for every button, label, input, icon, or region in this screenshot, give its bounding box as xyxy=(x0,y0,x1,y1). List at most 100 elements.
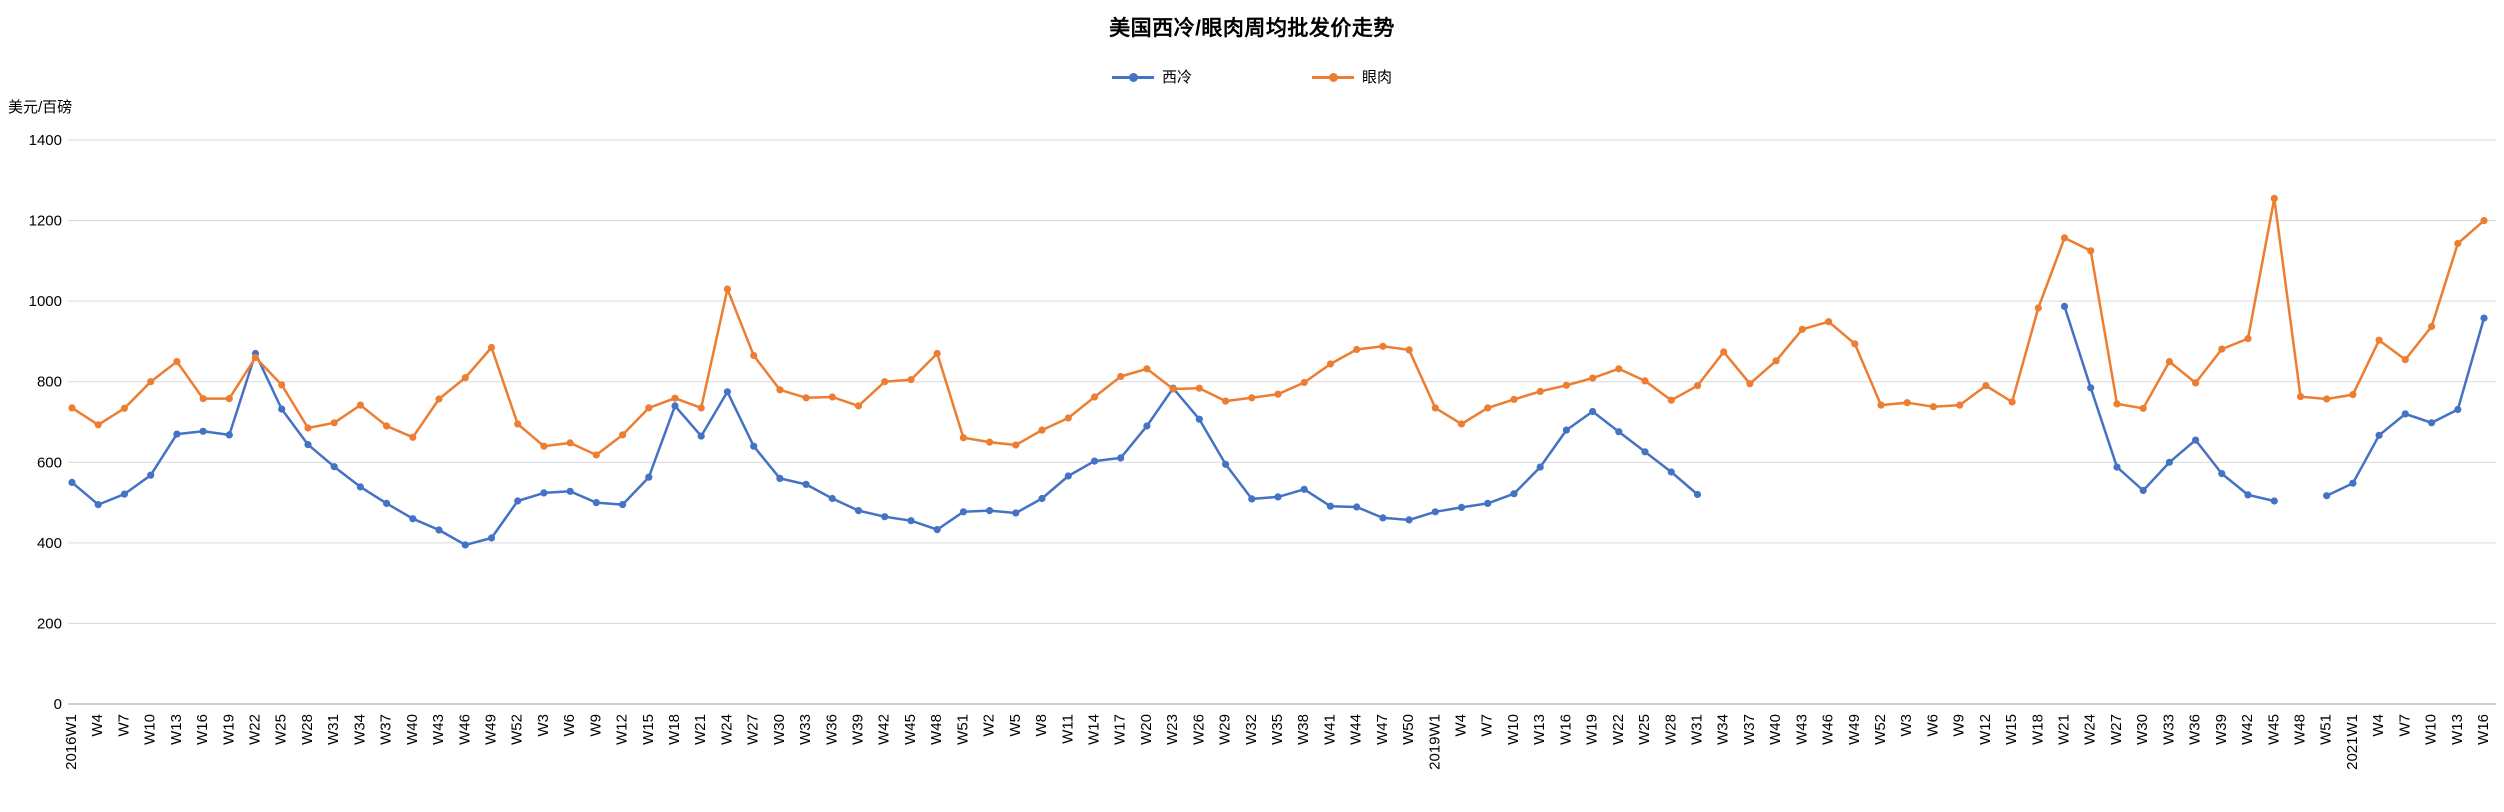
data-point-ribeye xyxy=(776,386,784,394)
x-tick-label: W2 xyxy=(981,714,998,737)
data-point-sirloin xyxy=(776,474,784,482)
sirloin-legend-dot xyxy=(1128,72,1138,82)
data-point-sirloin xyxy=(514,497,522,505)
x-tick-label: W33 xyxy=(2160,714,2177,745)
x-tick-label: W16 xyxy=(2475,714,2492,745)
data-point-sirloin xyxy=(2218,470,2226,478)
x-tick-label: W3 xyxy=(1898,714,1915,737)
data-point-sirloin xyxy=(1615,428,1623,436)
data-point-sirloin xyxy=(1353,503,1361,511)
y-tick-label: 200 xyxy=(37,615,62,632)
data-point-sirloin xyxy=(1641,448,1649,456)
data-point-ribeye xyxy=(1248,394,1256,402)
x-tick-label: W28 xyxy=(299,714,316,745)
data-point-ribeye xyxy=(1353,345,1361,354)
x-tick-label: W24 xyxy=(718,714,735,745)
data-point-ribeye xyxy=(1929,403,1937,411)
data-point-sirloin xyxy=(2480,314,2488,322)
data-point-ribeye xyxy=(2270,194,2278,202)
data-point-sirloin xyxy=(1143,422,1151,430)
data-point-sirloin xyxy=(750,442,758,450)
data-point-ribeye xyxy=(2480,217,2488,225)
legend-item-sirloin: 西冷 xyxy=(1111,66,1192,87)
x-tick-label: W4 xyxy=(1453,714,1470,737)
data-point-sirloin xyxy=(540,489,548,497)
x-tick-label: W42 xyxy=(876,714,893,745)
x-tick-label: W19 xyxy=(1584,714,1601,745)
x-tick-label: W25 xyxy=(1636,714,1653,745)
x-tick-label: W10 xyxy=(1505,714,1522,745)
data-point-sirloin xyxy=(1300,485,1308,493)
data-point-ribeye xyxy=(1982,382,1990,390)
data-point-ribeye xyxy=(2165,358,2173,366)
data-point-ribeye xyxy=(2428,322,2436,331)
data-point-ribeye xyxy=(1457,420,1466,428)
data-point-sirloin xyxy=(2428,419,2436,427)
data-point-ribeye xyxy=(1851,340,1859,348)
data-point-ribeye xyxy=(1720,348,1728,356)
data-point-sirloin xyxy=(1222,460,1230,468)
x-tick-label: W31 xyxy=(325,714,342,745)
series-line-sirloin xyxy=(2325,316,2486,497)
x-tick-label: W52 xyxy=(509,714,526,745)
x-tick-label: W35 xyxy=(1269,714,1286,745)
x-tick-label: W34 xyxy=(351,714,368,745)
data-point-sirloin xyxy=(933,526,941,534)
data-point-sirloin xyxy=(1667,468,1675,476)
x-tick-label: W37 xyxy=(378,714,395,745)
data-point-ribeye xyxy=(2218,345,2226,353)
data-point-sirloin xyxy=(2165,458,2173,466)
y-tick-label: 800 xyxy=(37,374,62,391)
data-point-ribeye xyxy=(1746,380,1754,388)
x-tick-label: W46 xyxy=(1820,714,1837,745)
x-tick-label: W51 xyxy=(954,714,971,745)
x-tick-label: W40 xyxy=(1767,714,1784,745)
data-point-ribeye xyxy=(671,394,679,402)
data-point-sirloin xyxy=(225,431,233,439)
legend-label-ribeye: 眼肉 xyxy=(1362,69,1393,86)
x-tick-label: W11 xyxy=(1059,714,1076,744)
data-point-ribeye xyxy=(1195,384,1203,392)
ribeye-line-marker-icon xyxy=(1312,71,1354,83)
x-tick-label: W43 xyxy=(1793,714,1810,745)
data-point-sirloin xyxy=(2323,492,2331,500)
data-point-ribeye xyxy=(645,404,653,412)
x-tick-label: W19 xyxy=(220,714,237,745)
data-point-sirloin xyxy=(1064,472,1072,480)
x-tick-label: W48 xyxy=(928,714,945,745)
data-point-ribeye xyxy=(2192,379,2200,387)
data-point-ribeye xyxy=(750,351,758,360)
data-point-sirloin xyxy=(1405,516,1413,524)
x-tick-label: W30 xyxy=(771,714,788,745)
data-point-sirloin xyxy=(1484,499,1492,507)
x-tick-label: W36 xyxy=(2187,714,2204,745)
x-tick-label: W10 xyxy=(2423,714,2440,745)
data-point-sirloin xyxy=(2454,405,2462,414)
x-tick-label: W27 xyxy=(2108,714,2125,745)
data-point-sirloin xyxy=(435,526,443,534)
data-point-ribeye xyxy=(1641,377,1649,385)
data-point-sirloin xyxy=(1117,454,1125,462)
x-tick-label: 2016W1 xyxy=(63,714,80,770)
data-point-ribeye xyxy=(802,394,810,402)
data-point-ribeye xyxy=(1615,365,1623,373)
y-tick-label: 0 xyxy=(54,696,62,713)
data-point-sirloin xyxy=(147,471,155,479)
data-point-ribeye xyxy=(356,401,364,409)
data-point-ribeye xyxy=(1536,387,1544,395)
data-point-ribeye xyxy=(1772,357,1780,365)
data-point-sirloin xyxy=(802,480,810,488)
x-tick-label: W29 xyxy=(1217,714,1234,745)
data-point-ribeye xyxy=(199,395,207,403)
data-point-ribeye xyxy=(304,424,312,432)
data-point-ribeye xyxy=(1667,396,1675,404)
data-point-sirloin xyxy=(907,517,915,525)
data-point-ribeye xyxy=(409,433,417,441)
data-point-sirloin xyxy=(1326,502,1334,510)
x-tick-label: 2019W1 xyxy=(1426,714,1443,770)
x-tick-label: W39 xyxy=(850,714,867,745)
data-point-ribeye xyxy=(251,353,260,362)
x-tick-label: W26 xyxy=(1190,714,1207,745)
data-point-ribeye xyxy=(2401,356,2409,364)
